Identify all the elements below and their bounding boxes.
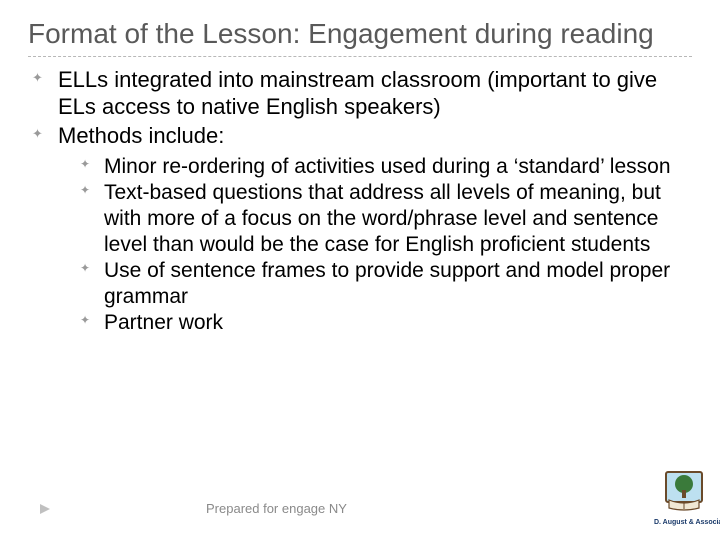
sub-bullet-item: Text-based questions that address all le… <box>76 180 692 257</box>
sub-bullet-item: Minor re-ordering of activities used dur… <box>76 154 692 180</box>
sub-bullet-item: Use of sentence frames to provide suppor… <box>76 258 692 309</box>
book-tree-icon <box>663 470 705 512</box>
title-divider <box>28 56 692 57</box>
bullet-list-sub: Minor re-ordering of activities used dur… <box>28 154 692 336</box>
bullet-item: ELLs integrated into mainstream classroo… <box>28 67 692 121</box>
slide-container: Format of the Lesson: Engagement during … <box>0 0 720 336</box>
bullet-item: Methods include: <box>28 123 692 150</box>
slide-title: Format of the Lesson: Engagement during … <box>28 18 692 50</box>
footer-text: Prepared for engage NY <box>206 501 347 516</box>
author-logo: D. August & Associates <box>654 470 714 526</box>
arrow-icon <box>40 502 56 516</box>
logo-author-text: D. August & Associates <box>654 519 714 526</box>
sub-bullet-item: Partner work <box>76 310 692 336</box>
footer: Prepared for engage NY <box>40 501 680 516</box>
bullet-list-top: ELLs integrated into mainstream classroo… <box>28 67 692 149</box>
